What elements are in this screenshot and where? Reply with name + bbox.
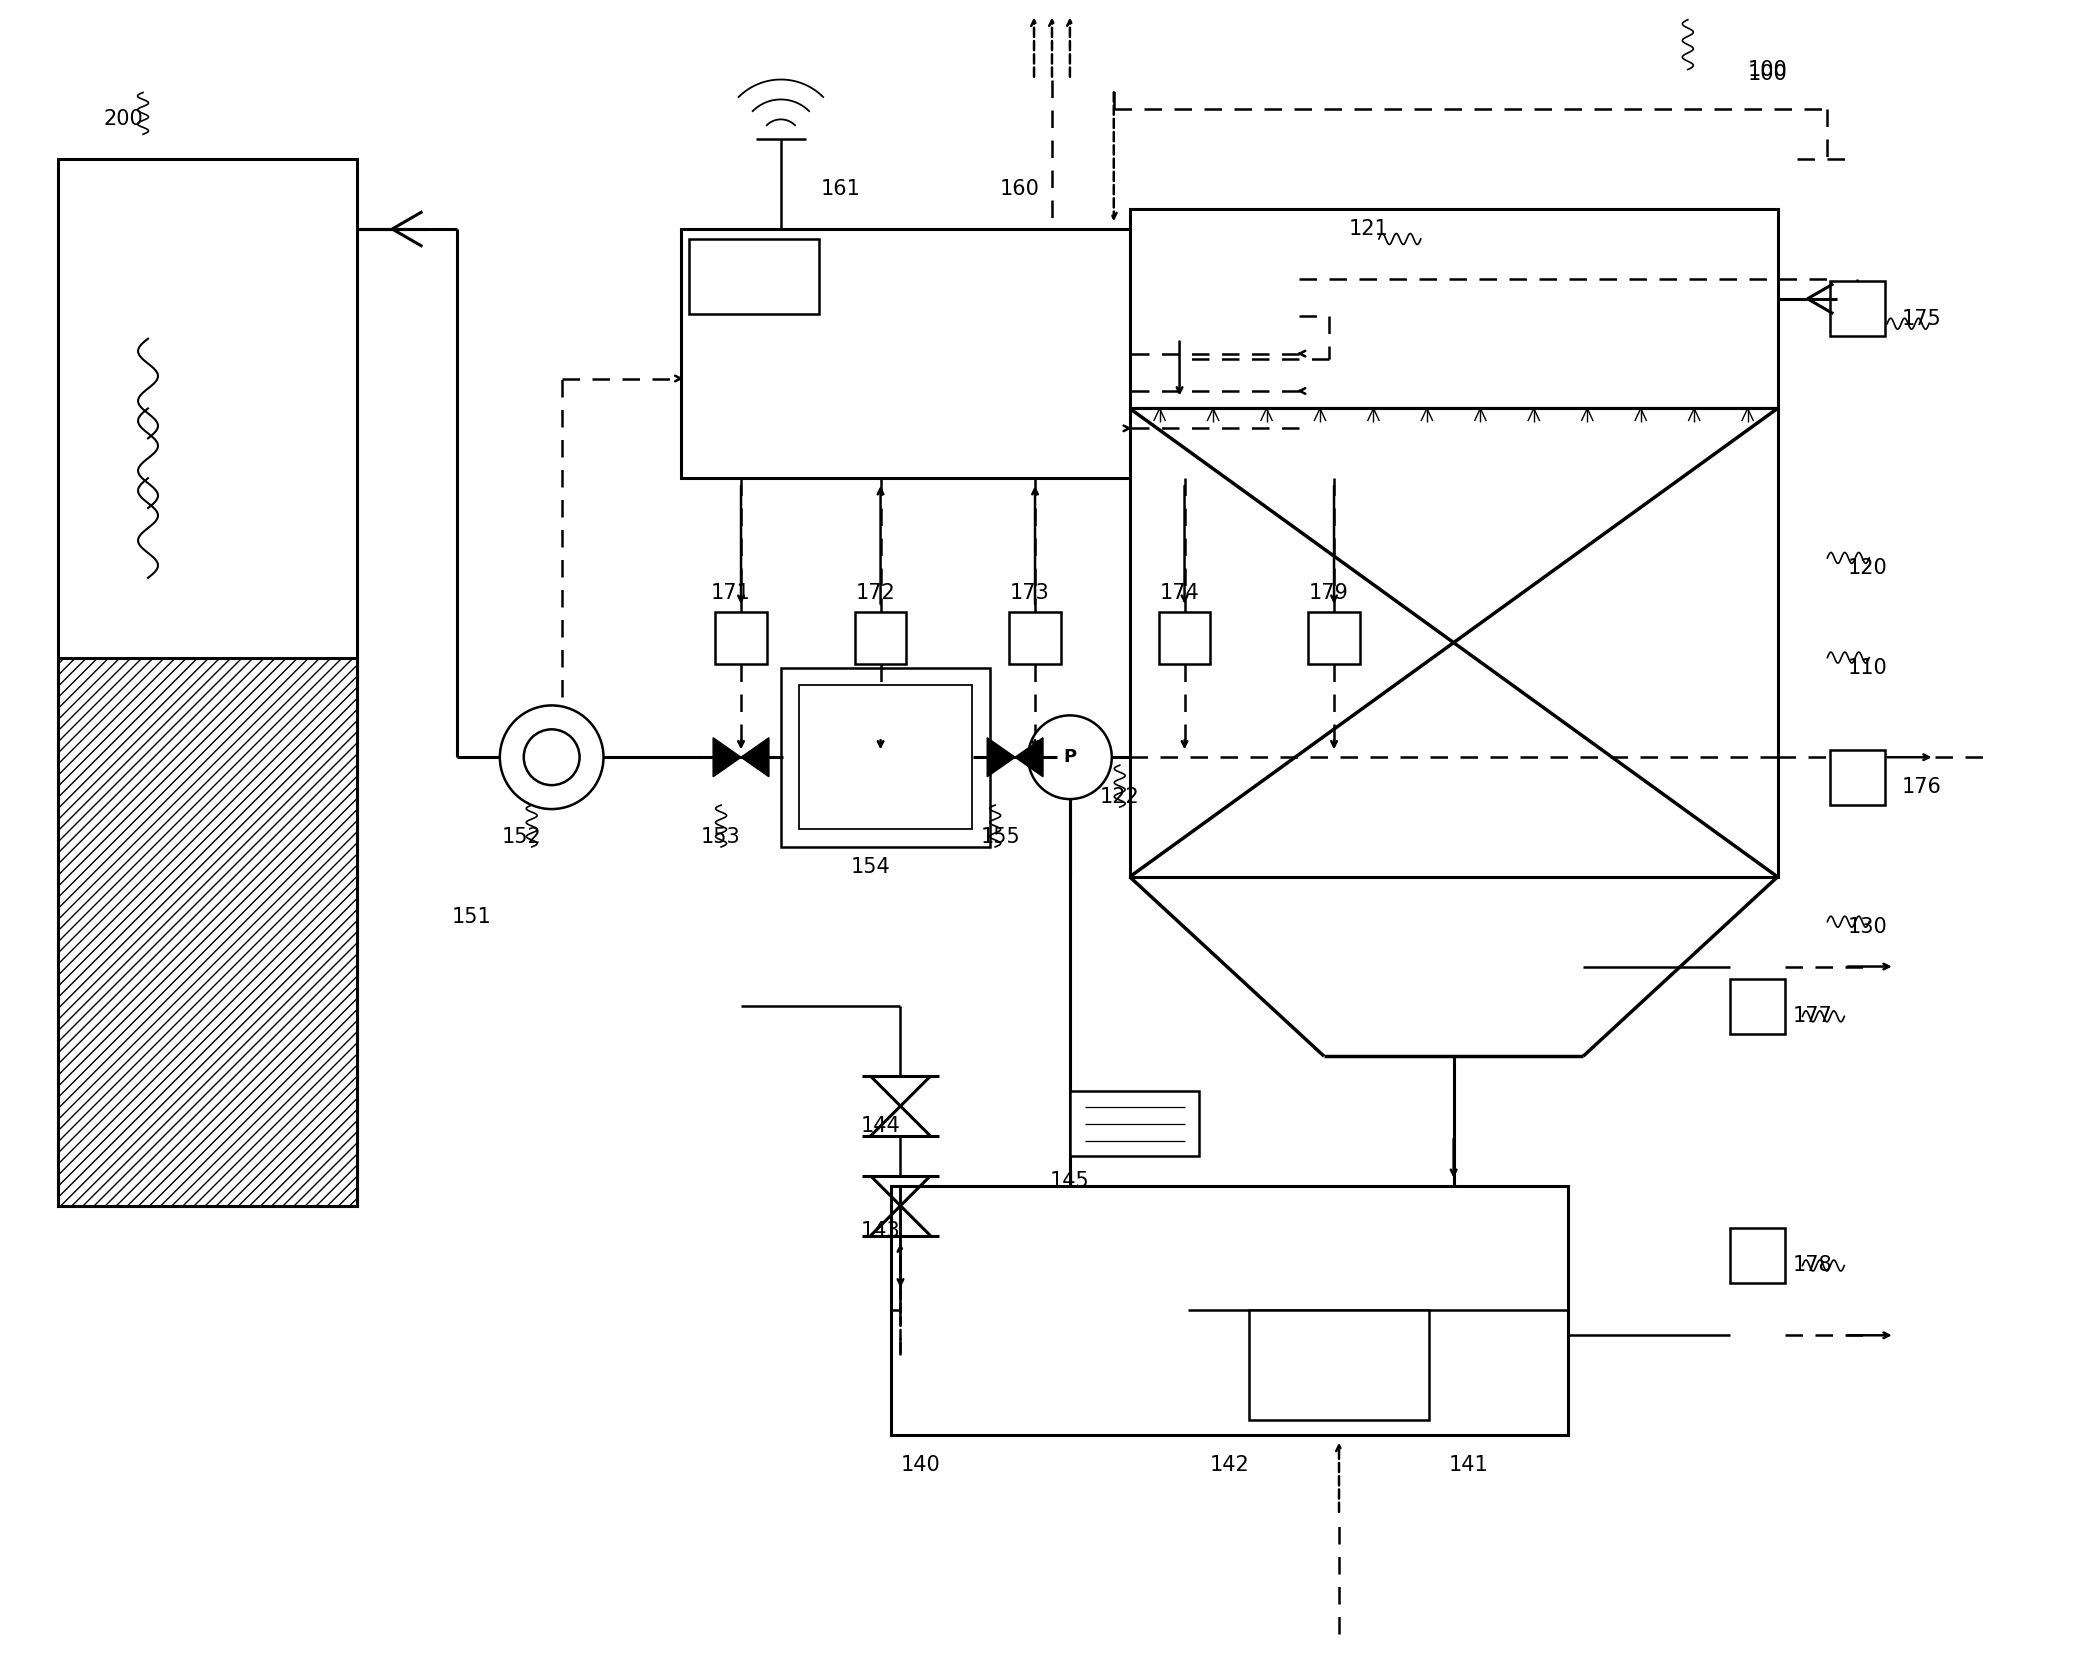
Bar (682, 229, 1299, 479)
Text: 152: 152 (502, 827, 542, 847)
Bar (1730, 1228, 1784, 1283)
Bar (1130, 408, 1778, 877)
Text: 130: 130 (1847, 916, 1887, 936)
Bar (59, 658, 358, 1206)
Bar (780, 668, 990, 847)
Bar (1730, 979, 1784, 1034)
Text: 175: 175 (1902, 308, 1941, 328)
Text: 122: 122 (1100, 787, 1140, 807)
Text: 100: 100 (1747, 63, 1787, 83)
Bar (59, 658, 358, 1206)
Bar (891, 1186, 1569, 1435)
Bar (1069, 1090, 1199, 1157)
Text: 177: 177 (1793, 1006, 1833, 1026)
Text: 176: 176 (1902, 777, 1941, 797)
Bar (1130, 209, 1778, 408)
Bar (856, 611, 906, 663)
Bar (799, 686, 973, 828)
Text: 153: 153 (701, 827, 741, 847)
Text: 161: 161 (820, 179, 860, 199)
Bar (1830, 282, 1885, 336)
Text: 145: 145 (1050, 1171, 1090, 1191)
Circle shape (523, 729, 579, 785)
Text: 100: 100 (1747, 60, 1787, 80)
Text: 143: 143 (860, 1221, 900, 1241)
Circle shape (1027, 716, 1111, 799)
Text: 174: 174 (1159, 583, 1199, 603)
Text: 121: 121 (1349, 219, 1389, 239)
Circle shape (500, 706, 602, 809)
Text: 151: 151 (452, 906, 492, 926)
Text: 140: 140 (900, 1455, 939, 1475)
Text: 142: 142 (1209, 1455, 1249, 1475)
Text: 173: 173 (1010, 583, 1050, 603)
Bar (1249, 1311, 1429, 1420)
Bar (59, 159, 358, 1206)
Bar (688, 239, 818, 313)
Text: 110: 110 (1847, 658, 1887, 678)
Polygon shape (741, 737, 770, 777)
Polygon shape (1015, 737, 1044, 777)
Text: 172: 172 (856, 583, 895, 603)
Polygon shape (713, 737, 741, 777)
Text: 144: 144 (860, 1115, 900, 1137)
Text: 160: 160 (1000, 179, 1040, 199)
Bar (1159, 611, 1211, 663)
Text: P: P (1063, 749, 1077, 766)
Text: 141: 141 (1448, 1455, 1487, 1475)
Text: 178: 178 (1793, 1256, 1833, 1276)
Polygon shape (987, 737, 1015, 777)
Text: 179: 179 (1310, 583, 1349, 603)
Text: 154: 154 (851, 857, 891, 877)
Text: 155: 155 (981, 827, 1021, 847)
Bar (715, 611, 768, 663)
Bar (1008, 611, 1061, 663)
Text: 171: 171 (711, 583, 751, 603)
Bar (1830, 749, 1885, 805)
Bar (1308, 611, 1360, 663)
Text: 200: 200 (103, 109, 142, 129)
Text: 120: 120 (1847, 558, 1887, 578)
